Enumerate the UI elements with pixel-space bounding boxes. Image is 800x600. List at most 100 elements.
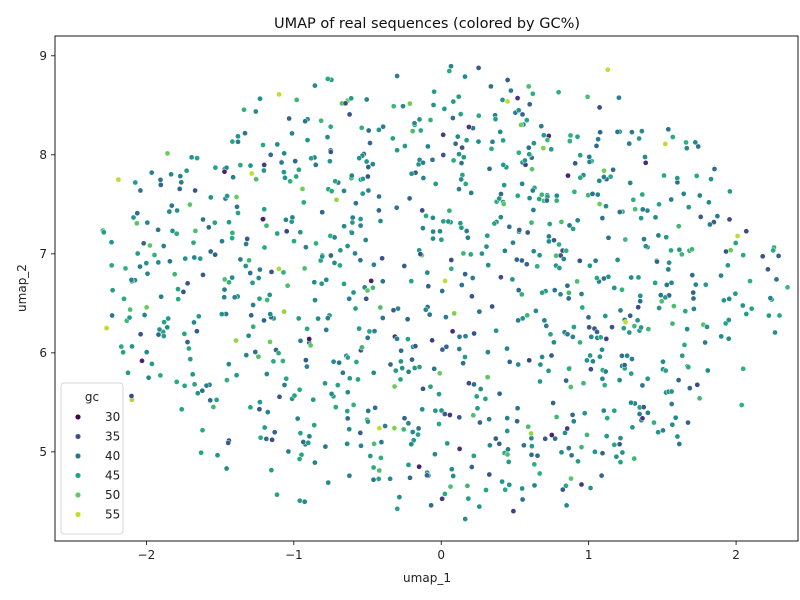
scatter-point [706,199,712,206]
scatter-point [523,117,530,123]
scatter-point [566,222,573,229]
scatter-point [502,486,509,493]
scatter-point [203,382,210,389]
scatter-point [570,226,576,232]
scatter-point [471,381,477,388]
scatter-point [237,256,244,263]
scatter-point [475,112,482,119]
scatter-point [463,137,470,144]
scatter-point [448,63,454,70]
scatter-point [417,251,424,257]
scatter-point [537,378,543,385]
scatter-point [526,195,533,201]
scatter-point [448,466,455,473]
scatter-point [506,481,513,488]
scatter-point [711,166,718,172]
scatter-point [344,354,351,361]
scatter-point [484,232,491,239]
scatter-point [674,433,681,440]
scatter-point [143,260,150,266]
scatter-point [492,435,499,442]
scatter-point [586,324,592,331]
scatter-point [544,137,551,143]
scatter-point [575,458,581,465]
scatter-point [256,406,263,413]
scatter-point [493,327,499,334]
scatter-point [457,111,464,117]
scatter-point [143,349,150,355]
scatter-point [668,388,675,395]
scatter-point [621,362,628,368]
scatter-point [691,306,697,312]
scatter-point [675,377,682,383]
scatter-point [296,456,303,462]
scatter-point [546,238,552,245]
scatter-point [372,404,378,411]
scatter-point [155,259,162,266]
scatter-point [538,191,545,198]
scatter-point [332,178,339,185]
scatter-point [118,343,125,350]
scatter-point [587,262,593,269]
scatter-point [128,277,135,283]
scatter-point [432,181,439,187]
scatter-point [513,256,520,263]
scatter-point [221,168,228,175]
scatter-point [767,295,774,301]
scatter-point [514,95,521,101]
scatter-point [436,370,443,377]
scatter-point [564,331,571,338]
scatter-point [178,406,185,413]
scatter-point [539,354,545,360]
scatter-point [271,429,278,436]
scatter-point [674,175,681,181]
scatter-point [210,404,217,410]
scatter-point [187,201,193,208]
scatter-point [553,197,560,204]
scatter-point [528,430,534,437]
scatter-point [586,154,593,160]
scatter-point [157,182,164,188]
scatter-point [732,240,739,246]
scatter-point [318,280,325,287]
scatter-point [445,218,452,225]
scatter-point [529,187,536,194]
scatter-point [613,453,620,460]
scatter-point [515,361,522,368]
scatter-point [440,152,447,158]
scatter-point [553,192,560,199]
scatter-point [465,495,472,502]
scatter-point [556,265,563,271]
scatter-point [476,308,483,315]
scatter-point [500,201,507,207]
scatter-point [267,151,274,158]
scatter-point [504,428,511,434]
scatter-point [186,345,192,352]
scatter-point [501,182,507,188]
scatter-point [672,414,679,421]
scatter-point [328,188,335,194]
scatter-point [616,441,623,448]
scatter-point [191,254,198,261]
scatter-point [702,339,708,346]
scatter-point [617,435,624,441]
scatter-point [221,286,228,293]
scatter-point [548,146,555,153]
scatter-point [370,464,377,471]
scatter-point [566,365,572,372]
scatter-point [248,312,255,319]
scatter-point [483,243,490,250]
scatter-point [443,343,450,350]
legend-label: 40 [105,449,120,463]
scatter-point [200,216,206,223]
scatter-point [299,186,306,192]
scatter-point [655,429,661,436]
scatter-point [536,470,543,477]
scatter-point [211,219,218,226]
scatter-point [462,181,469,187]
scatter-point [639,206,646,213]
scatter-point [180,289,187,295]
scatter-point [346,111,353,118]
scatter-point [409,356,415,363]
scatter-point [212,251,218,258]
